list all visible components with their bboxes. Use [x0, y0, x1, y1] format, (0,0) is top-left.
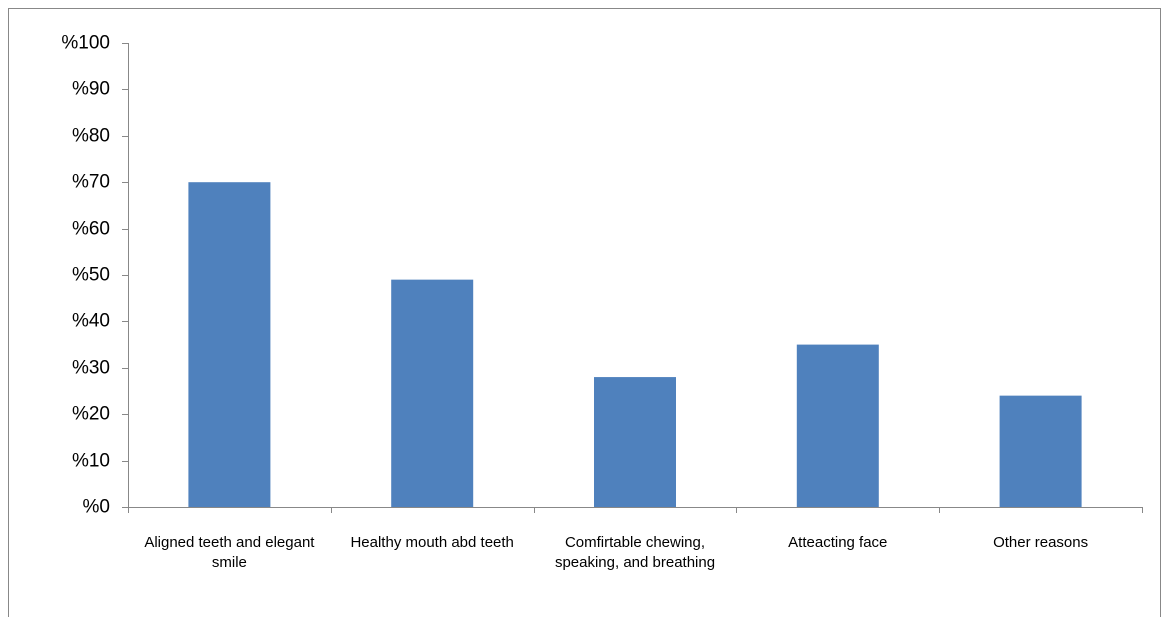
y-tick-label: %80 — [72, 126, 110, 147]
y-tick-label: %100 — [61, 33, 110, 54]
y-tick-label: %70 — [72, 172, 110, 193]
y-tick-label: %30 — [72, 358, 110, 379]
bar — [391, 279, 474, 507]
y-tick-label: %0 — [83, 497, 110, 518]
y-tick-label: %10 — [72, 451, 110, 472]
bar — [188, 182, 271, 507]
x-tick-label: Aligned teeth and elegant smile — [144, 534, 315, 571]
bar — [796, 344, 879, 507]
chart-frame — [8, 8, 1161, 617]
x-tick-label: Healthy mouth abd teeth — [350, 534, 514, 551]
bar — [594, 377, 676, 507]
y-tick-label: %50 — [72, 265, 110, 286]
bar — [999, 395, 1082, 507]
x-tick-label: Other reasons — [993, 534, 1089, 551]
x-tick-label: Atteacting face — [788, 534, 888, 551]
x-tick-label: Comfirtable chewing, speaking, and breat… — [554, 534, 716, 571]
y-tick-label: %20 — [72, 404, 110, 425]
y-tick-label: %60 — [72, 219, 110, 240]
y-tick-label: %40 — [72, 311, 110, 332]
y-tick-label: %90 — [72, 79, 110, 100]
